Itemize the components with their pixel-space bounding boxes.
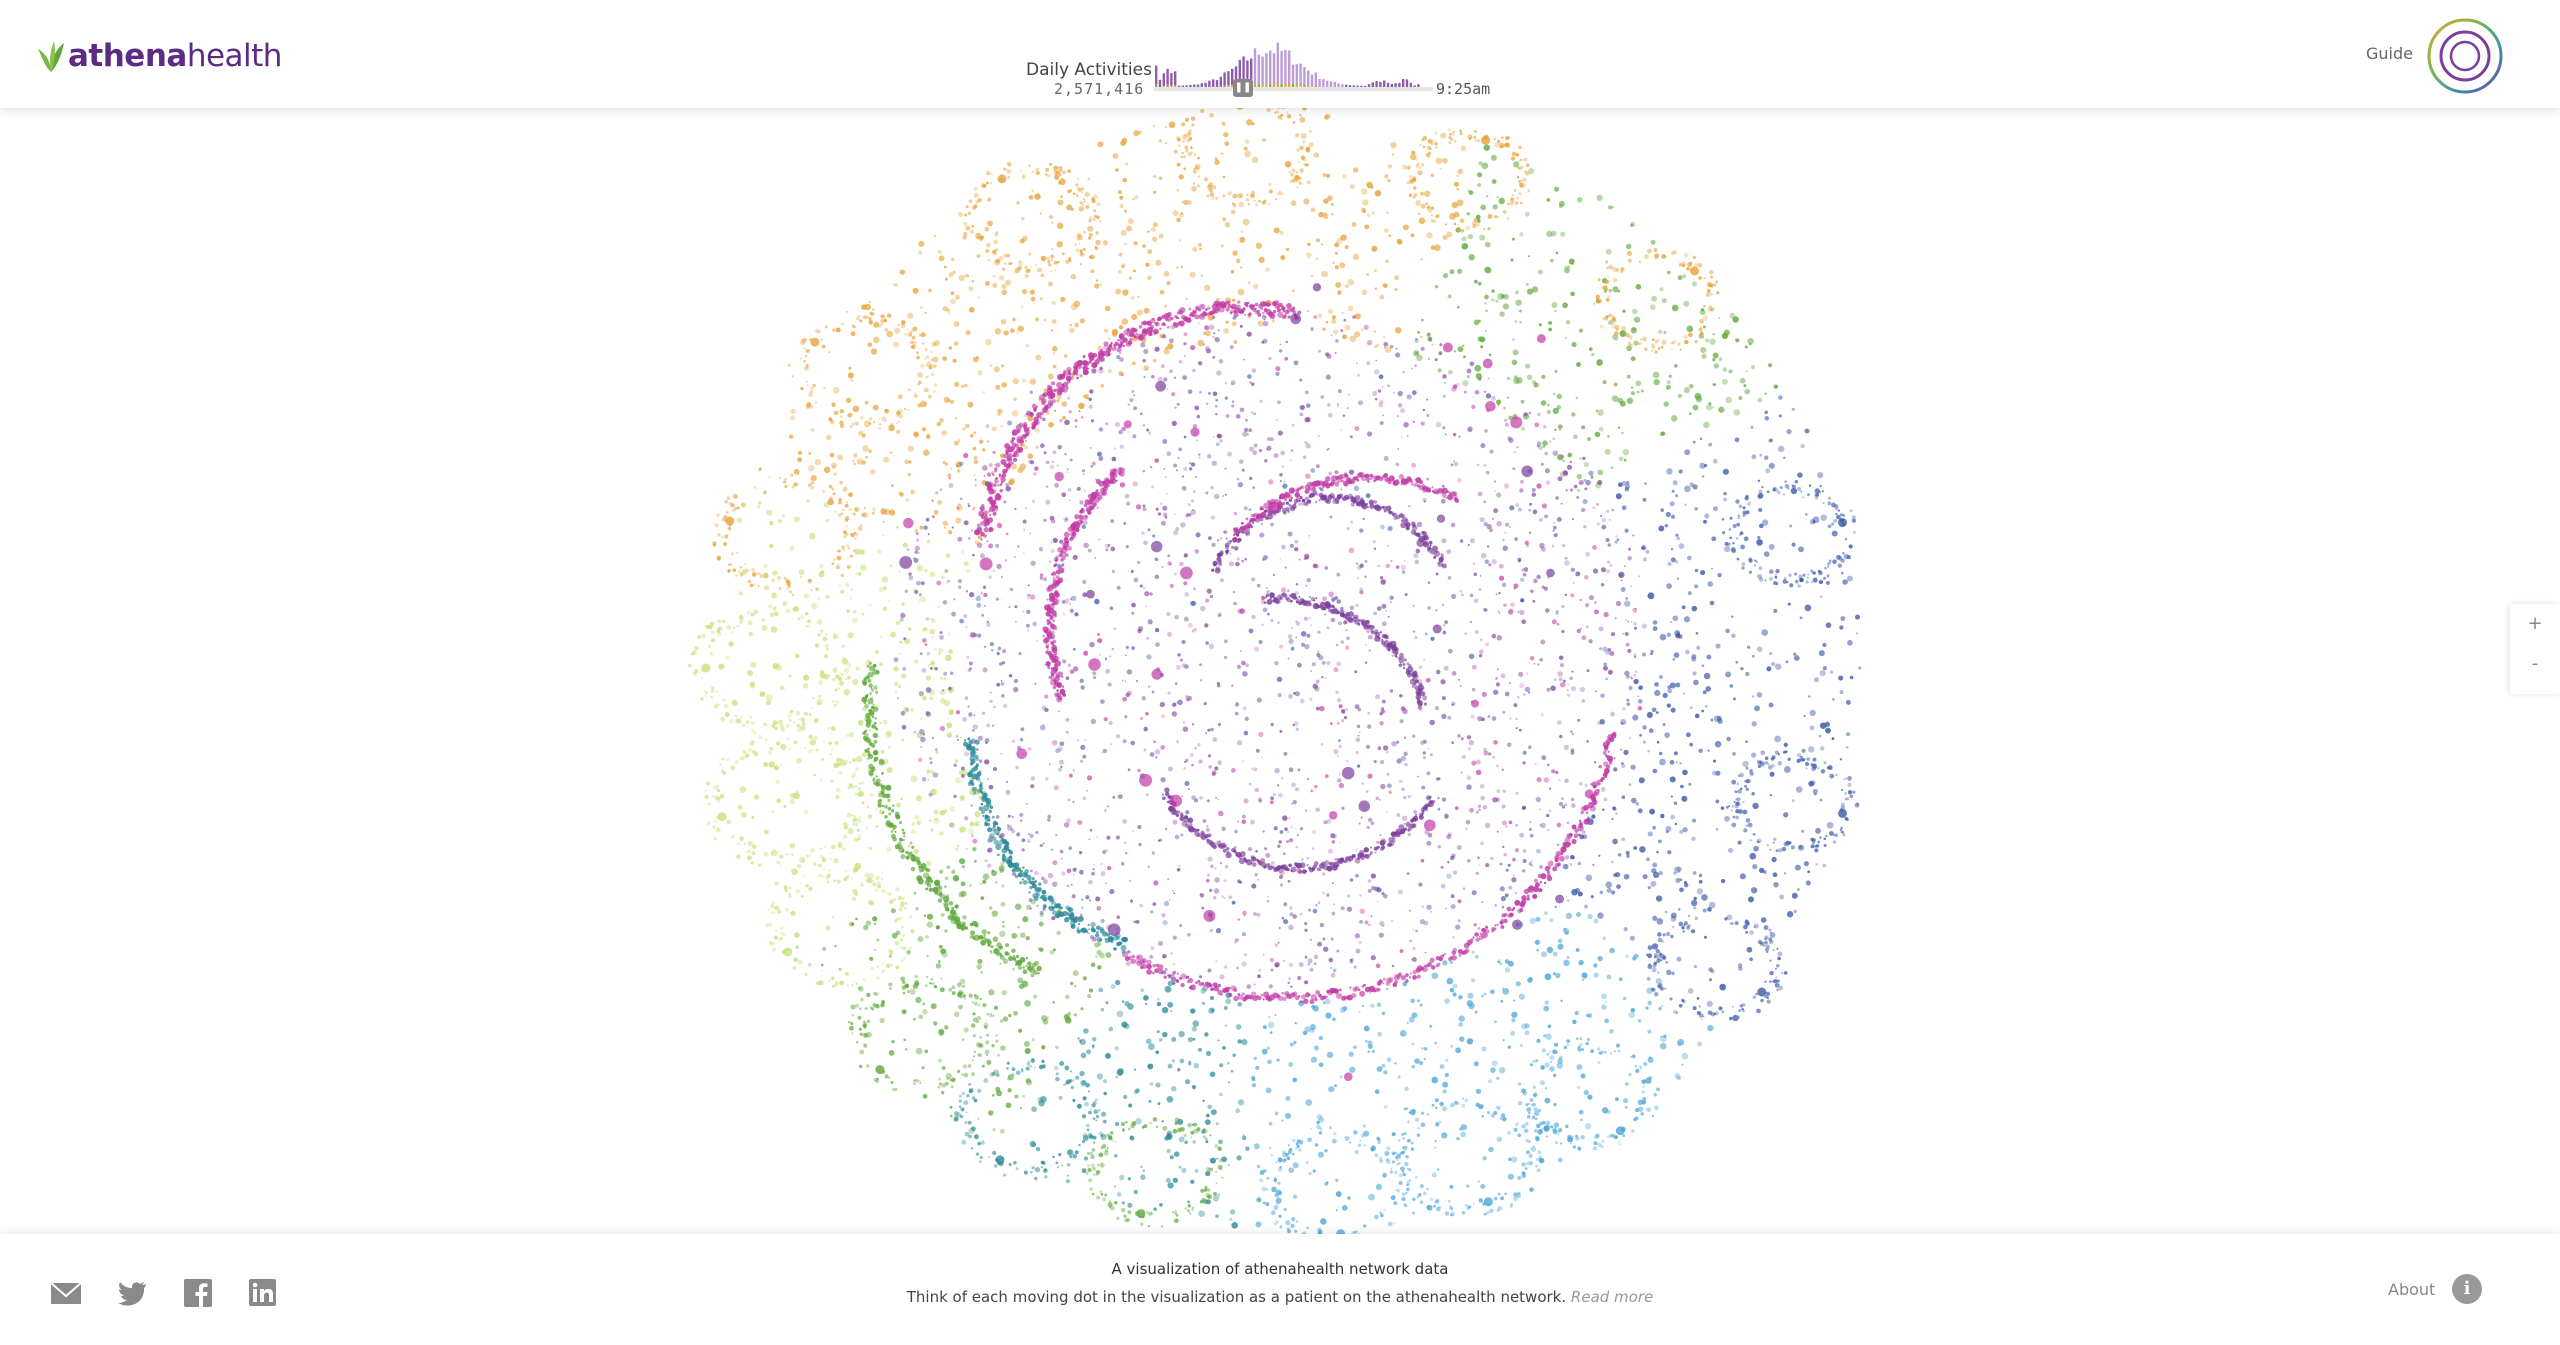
leaf-logo-icon [38, 41, 64, 72]
daily-activities-widget: Daily Activities 2,571,416 ❚❚ 9:25am [1010, 22, 1520, 102]
email-icon[interactable] [50, 1278, 82, 1308]
footer: A visualization of athenahealth network … [0, 1234, 2560, 1345]
logo-wordmark: athenahealth [68, 38, 282, 74]
guide-rings-icon[interactable] [2426, 17, 2504, 95]
info-icon[interactable]: i [2452, 1274, 2482, 1304]
footer-body-text: Think of each moving dot in the visualiz… [906, 1288, 1567, 1306]
zoom-in-button[interactable]: + [2527, 613, 2543, 634]
pause-button[interactable]: ❚❚ [1233, 79, 1253, 97]
daily-activities-count: 2,571,416 [1054, 80, 1145, 98]
linkedin-icon[interactable] [246, 1278, 278, 1308]
network-visualization[interactable] [0, 108, 2560, 1234]
guide-link[interactable]: Guide [2366, 44, 2413, 63]
read-more-link[interactable]: Read more [1570, 1288, 1654, 1306]
logo-wordmark-bold: athena [68, 38, 187, 74]
athenahealth-logo[interactable]: athenahealth [36, 34, 282, 78]
current-time: 9:25am [1436, 80, 1491, 98]
zoom-out-button[interactable]: - [2531, 653, 2539, 674]
twitter-icon[interactable] [116, 1278, 148, 1308]
daily-activities-label: Daily Activities [1026, 60, 1152, 80]
timeline-slider-track[interactable] [1153, 87, 1433, 91]
header: athenahealth Daily Activities 2,571,416 … [0, 0, 2560, 108]
facebook-icon[interactable] [182, 1278, 214, 1308]
footer-title: A visualization of athenahealth network … [1111, 1260, 1449, 1278]
logo-wordmark-light: health [186, 38, 283, 74]
zoom-controls: + - [2510, 604, 2560, 694]
footer-body: Think of each moving dot in the visualiz… [0, 1288, 2560, 1306]
about-link[interactable]: About [2388, 1280, 2436, 1299]
footer-description: A visualization of athenahealth network … [0, 1260, 2560, 1306]
